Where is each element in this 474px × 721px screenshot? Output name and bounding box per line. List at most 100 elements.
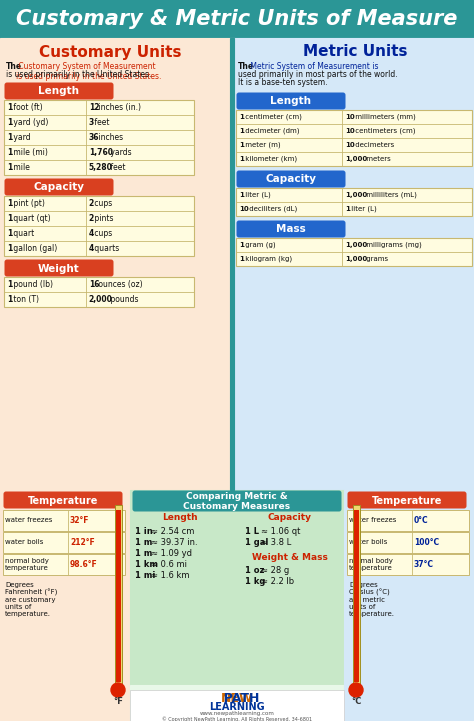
Text: 36: 36 <box>89 133 99 142</box>
Text: 1 in.: 1 in. <box>135 527 156 536</box>
Text: Customary & Metric Units of Measure: Customary & Metric Units of Measure <box>16 9 458 29</box>
Text: The: The <box>238 62 254 71</box>
Text: 1: 1 <box>7 103 12 112</box>
Text: Length: Length <box>38 87 80 97</box>
Text: inches: inches <box>96 133 123 142</box>
Bar <box>115 505 122 685</box>
Text: Comparing Metric &
Customary Measures: Comparing Metric & Customary Measures <box>183 492 291 511</box>
Bar <box>3 532 125 553</box>
Text: quart: quart <box>11 229 34 238</box>
Text: normal body
temperature: normal body temperature <box>349 558 393 571</box>
Text: 1 oz: 1 oz <box>245 566 264 575</box>
Text: kilogram (kg): kilogram (kg) <box>243 256 292 262</box>
Bar <box>353 505 360 685</box>
Text: 1: 1 <box>7 133 12 142</box>
Bar <box>234 38 474 490</box>
Text: Temperature: Temperature <box>372 495 442 505</box>
Text: 1: 1 <box>7 229 12 238</box>
Text: 10: 10 <box>345 142 355 148</box>
Text: Length: Length <box>162 513 198 523</box>
Text: 5,280: 5,280 <box>89 163 112 172</box>
Bar <box>347 510 469 531</box>
Text: PATH: PATH <box>215 691 259 704</box>
Text: 212°F: 212°F <box>70 538 95 547</box>
Text: 3: 3 <box>89 118 94 127</box>
Text: Temperature: Temperature <box>28 495 98 505</box>
Text: yard: yard <box>11 133 30 142</box>
Text: °F: °F <box>113 696 123 706</box>
Text: Weight: Weight <box>38 263 80 273</box>
Bar <box>236 110 472 166</box>
Text: pint (pt): pint (pt) <box>11 199 45 208</box>
Bar <box>3 554 125 575</box>
Text: pints: pints <box>92 214 114 223</box>
Text: 1: 1 <box>7 148 12 157</box>
Text: 1: 1 <box>239 128 244 134</box>
Text: LEARNING: LEARNING <box>209 702 265 712</box>
Text: ≈ 2.2 lb: ≈ 2.2 lb <box>261 577 294 586</box>
Text: cups: cups <box>92 229 113 238</box>
Bar <box>354 510 359 682</box>
Text: 1 m: 1 m <box>135 549 152 558</box>
Text: 100°C: 100°C <box>414 538 439 547</box>
Text: 1,000: 1,000 <box>345 192 367 198</box>
Text: inches (in.): inches (in.) <box>96 103 141 112</box>
Text: Metric Units: Metric Units <box>303 45 407 60</box>
Text: ≈ 1.6 km: ≈ 1.6 km <box>151 571 190 580</box>
Text: 1: 1 <box>345 206 350 212</box>
Text: centimeter (cm): centimeter (cm) <box>243 114 301 120</box>
Text: NEW: NEW <box>221 691 253 704</box>
Text: cups: cups <box>92 199 113 208</box>
Text: centimeters (cm): centimeters (cm) <box>353 128 415 134</box>
Text: 1: 1 <box>7 280 12 289</box>
Text: 1,000: 1,000 <box>345 242 367 248</box>
Text: ≈ 1.09 yd: ≈ 1.09 yd <box>151 549 192 558</box>
Bar <box>236 238 472 266</box>
Text: 2: 2 <box>89 214 94 223</box>
Text: 37°C: 37°C <box>414 560 434 569</box>
Text: © Copyright NewPath Learning. All Rights Reserved. 34-6801: © Copyright NewPath Learning. All Rights… <box>162 716 312 721</box>
Text: ≈ 28 g: ≈ 28 g <box>261 566 289 575</box>
Text: quart (qt): quart (qt) <box>11 214 50 223</box>
FancyBboxPatch shape <box>4 179 113 195</box>
Text: 1: 1 <box>239 142 244 148</box>
Text: 1 km: 1 km <box>135 560 158 569</box>
Circle shape <box>111 683 125 697</box>
Text: Capacity: Capacity <box>265 174 317 185</box>
Text: 1: 1 <box>7 163 12 172</box>
Text: 1,000: 1,000 <box>345 156 367 162</box>
Text: gram (g): gram (g) <box>243 242 275 248</box>
FancyBboxPatch shape <box>4 260 113 276</box>
Text: millimeters (mm): millimeters (mm) <box>353 114 416 120</box>
Text: water freezes: water freezes <box>5 518 52 523</box>
Text: 32°F: 32°F <box>70 516 90 525</box>
Text: quarts: quarts <box>92 244 120 253</box>
Bar <box>4 277 194 307</box>
Text: liter (L): liter (L) <box>243 192 271 198</box>
Text: 1 mi: 1 mi <box>135 571 155 580</box>
Text: yards: yards <box>108 148 131 157</box>
Text: 16: 16 <box>89 280 99 289</box>
Text: 0°C: 0°C <box>414 516 428 525</box>
Text: deciliters (dL): deciliters (dL) <box>246 205 297 212</box>
Text: ounces (oz): ounces (oz) <box>96 280 143 289</box>
Text: 10: 10 <box>345 128 355 134</box>
Text: 10: 10 <box>239 206 249 212</box>
Text: kilometer (km): kilometer (km) <box>243 156 297 162</box>
Circle shape <box>349 683 363 697</box>
FancyBboxPatch shape <box>133 490 341 511</box>
FancyBboxPatch shape <box>237 221 346 237</box>
Text: 1: 1 <box>7 199 12 208</box>
FancyBboxPatch shape <box>347 492 466 508</box>
Text: ≈ 2.54 cm: ≈ 2.54 cm <box>151 527 194 536</box>
Bar <box>230 38 234 490</box>
Text: 4: 4 <box>89 229 94 238</box>
Bar <box>347 532 469 553</box>
Bar <box>116 510 121 682</box>
Text: meters: meters <box>364 156 391 162</box>
Bar <box>0 490 130 721</box>
Text: water boils: water boils <box>5 539 44 546</box>
Text: meter (m): meter (m) <box>243 142 281 149</box>
Text: pounds: pounds <box>108 295 138 304</box>
Text: 1: 1 <box>7 118 12 127</box>
